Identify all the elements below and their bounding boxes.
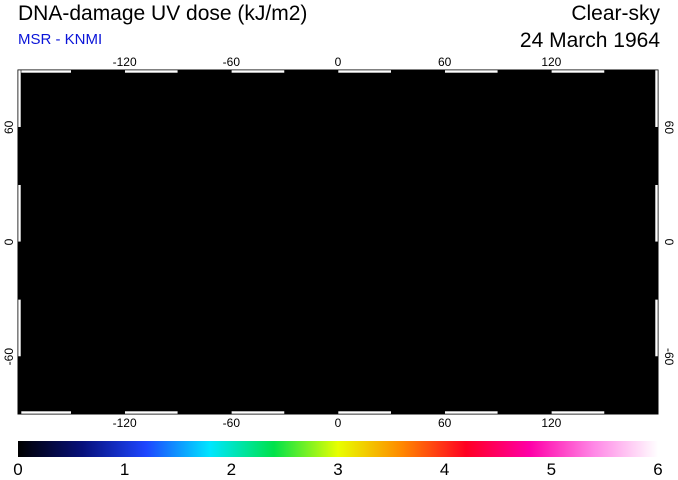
latitude-ticks-left: -60 0 60 [2, 120, 16, 365]
frame-segment [231, 69, 285, 74]
lat-tick-left: 0 [2, 238, 16, 245]
frame-segment [551, 69, 605, 74]
longitude-ticks-bottom: -120 -60 0 60 120 [113, 416, 562, 430]
europe-outline [315, 133, 401, 183]
japan-outline [585, 167, 605, 191]
frame-segment [654, 356, 659, 415]
greenland-outline [267, 109, 331, 157]
frame-segment [231, 410, 285, 415]
lon-tick-bottom: -60 [223, 416, 241, 430]
frame-segment [604, 410, 659, 415]
colorbar-label: 0 [13, 460, 22, 479]
lat-tick-left: 60 [2, 120, 16, 134]
lat-tick-right: -60 [662, 348, 676, 366]
frame-segment [17, 410, 72, 415]
colorbar-label: 5 [547, 460, 556, 479]
frame-segment [17, 69, 72, 74]
frame-segment [17, 299, 22, 357]
colorbar-labels: 0 1 2 3 4 5 6 [13, 460, 662, 479]
frame-segment [444, 410, 499, 415]
south-america-outline [197, 237, 283, 353]
frame-segment [124, 69, 179, 74]
colorbar-label: 1 [120, 460, 129, 479]
lon-tick-bottom: 0 [335, 416, 342, 430]
lon-tick-bottom: 60 [438, 416, 452, 430]
frame-segment [391, 410, 445, 415]
frame-segment [17, 356, 22, 415]
frame-segment [654, 241, 659, 300]
lat-tick-right: 0 [662, 239, 676, 246]
lon-tick-bottom: -120 [113, 416, 137, 430]
frame-segment [177, 69, 232, 74]
india-outline [465, 207, 497, 249]
frame-segment [284, 410, 339, 415]
frame-segment [177, 410, 232, 415]
colorbar-label: 4 [440, 460, 449, 479]
lon-tick-top: 120 [541, 55, 561, 69]
map-title: DNA-damage UV dose (kJ/m2) [18, 2, 308, 25]
lon-tick-top: 0 [335, 55, 342, 69]
lon-tick-top: 60 [438, 55, 452, 69]
gridlines [18, 70, 658, 414]
colorbar-label: 3 [333, 460, 342, 479]
frame-segment [71, 410, 125, 415]
source-label: MSR - KNMI [18, 31, 103, 48]
africa-outline [309, 181, 429, 313]
coastlines [57, 109, 651, 353]
frame-segment [444, 69, 499, 74]
frame-segment [337, 410, 392, 415]
sky-condition-label: Clear-sky [571, 2, 660, 25]
frame-segment [124, 410, 179, 415]
frame-segment [17, 184, 22, 243]
frame-segment [71, 69, 125, 74]
frame-segment [497, 69, 552, 74]
frame-segment [654, 127, 659, 185]
arabia-outline [411, 197, 453, 233]
new-zealand-outline [637, 305, 651, 331]
lon-tick-top: -60 [223, 55, 241, 69]
lat-tick-left: -60 [2, 348, 16, 366]
frame-segment [497, 410, 552, 415]
frame-segment [654, 299, 659, 357]
frame-segment [17, 69, 22, 128]
frame-segment [17, 127, 22, 185]
frame-segment [284, 69, 339, 74]
lon-tick-bottom: 120 [541, 416, 561, 430]
colorbar [18, 441, 658, 457]
frame-marks [17, 69, 659, 415]
indonesia-outline [519, 239, 599, 257]
date-label: 24 March 1964 [519, 29, 660, 52]
frame-segment [604, 69, 659, 74]
madagascar-outline [419, 269, 429, 295]
frame-segment [337, 69, 392, 74]
lat-tick-right: 60 [662, 121, 676, 135]
frame-segment [551, 410, 605, 415]
australia-outline [541, 255, 613, 321]
frame-segment [654, 184, 659, 243]
colorbar-label: 2 [227, 460, 236, 479]
lon-tick-top: -120 [113, 55, 137, 69]
latitude-ticks-right: -60 0 60 [662, 121, 676, 366]
longitude-ticks-top: -120 -60 0 60 120 [113, 55, 562, 69]
colorbar-label: 6 [653, 460, 662, 479]
frame-segment [391, 69, 445, 74]
frame-segment [17, 241, 22, 300]
north-america-outline [57, 137, 263, 245]
frame-segment [654, 69, 659, 128]
